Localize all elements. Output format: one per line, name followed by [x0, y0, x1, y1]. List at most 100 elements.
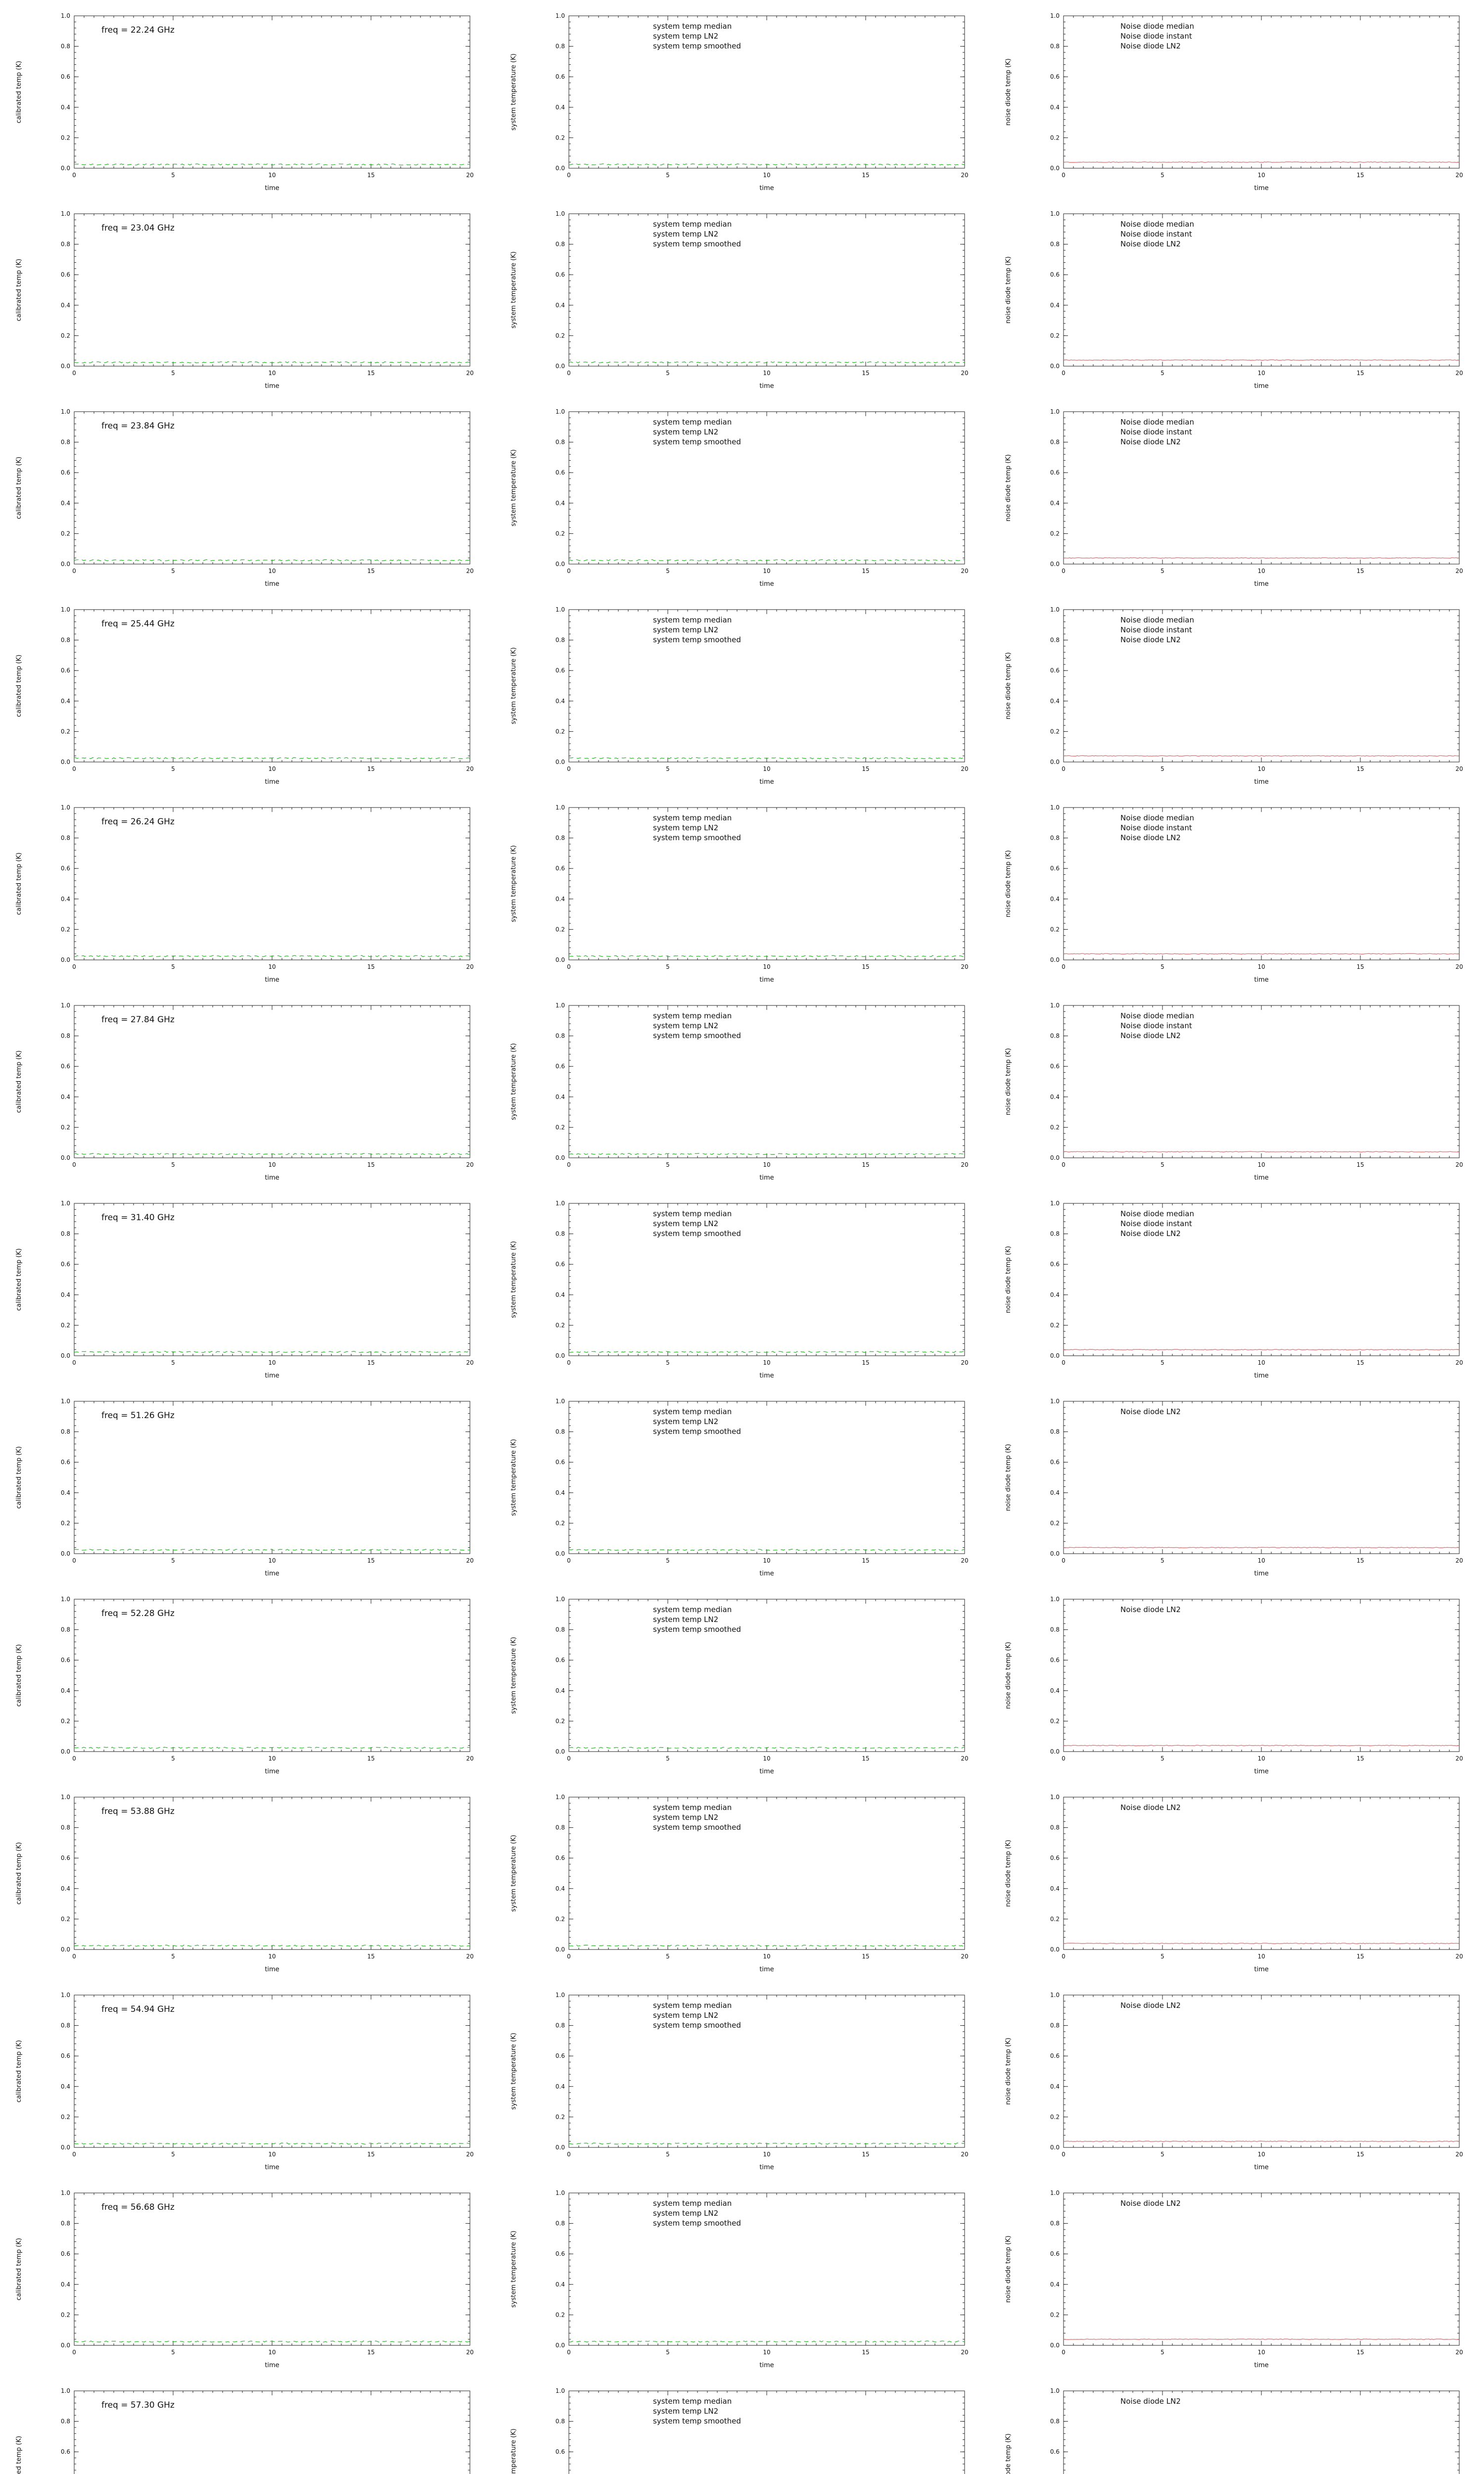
legend-entry: system temp median	[653, 220, 732, 229]
x-tick-label: 10	[1257, 1359, 1265, 1366]
y-tick-label: 0.4	[61, 1687, 70, 1694]
y-axis-label: noise diode temp (K)	[1005, 256, 1012, 324]
x-tick-label: 10	[268, 1359, 276, 1366]
x-axis-label: time	[265, 1768, 279, 1775]
data-series-smoothed-baseline	[74, 361, 470, 364]
x-tick-label: 20	[1455, 963, 1463, 970]
y-tick-label: 0.8	[61, 1231, 70, 1237]
x-tick-label: 0	[1062, 1557, 1066, 1564]
y-axis-label: system temperature (K)	[510, 647, 517, 724]
plot-frame	[74, 1203, 470, 1356]
y-tick-label: 0.2	[556, 332, 565, 339]
x-tick-label: 20	[1455, 1755, 1463, 1762]
y-tick-label: 0.0	[1050, 956, 1060, 963]
y-axis-label: system temperature (K)	[510, 53, 517, 131]
y-axis-label: noise diode temp (K)	[1005, 454, 1012, 522]
legend-entry: Noise diode LN2	[1120, 833, 1181, 842]
y-tick-label: 0.2	[556, 728, 565, 735]
x-tick-label: 20	[1455, 1161, 1463, 1168]
y-tick-label: 0.0	[556, 1154, 565, 1161]
x-tick-label: 10	[1257, 765, 1265, 772]
x-tick-label: 10	[1257, 963, 1265, 970]
plot-r1-c3: 0 5 10 15 20 0.0 0.2 0.4 0.6 0.8 1.0 time noise diod…	[1005, 12, 1463, 192]
y-tick-label: 0.4	[556, 1094, 565, 1100]
data-series-smoothed-baseline	[74, 1945, 470, 1947]
y-tick-label: 0.8	[1050, 43, 1060, 50]
x-tick-label: 20	[466, 765, 473, 772]
plot-frame	[74, 1401, 470, 1554]
y-tick-label: 1.0	[1050, 12, 1060, 19]
plot-frame	[74, 213, 470, 367]
y-tick-label: 0.2	[61, 1717, 70, 1724]
plot-cell-r3-c2: 0 5 10 15 20 0.0 0.2 0.4 0.6 0.8 1.0 time system tem…	[495, 396, 989, 594]
plot-cell-r1-c1: 0 5 10 15 20 0.0 0.2 0.4 0.6 0.8 1.0 time calibrated…	[0, 0, 495, 198]
y-tick-label: 0.6	[556, 73, 565, 80]
x-tick-label: 5	[171, 1557, 175, 1564]
x-tick-label: 5	[1160, 1359, 1164, 1366]
x-tick-label: 15	[367, 963, 374, 970]
plot-frame	[568, 609, 965, 762]
plot-cell-r5-c1: 0 5 10 15 20 0.0 0.2 0.4 0.6 0.8 1.0 time calibrated…	[0, 792, 495, 990]
legend-entry: Noise diode instant	[1120, 625, 1192, 634]
y-tick-label: 0.4	[1050, 698, 1060, 705]
y-tick-label: 0.8	[556, 439, 565, 446]
x-tick-label: 0	[567, 370, 571, 377]
y-tick-label: 0.6	[61, 271, 70, 278]
plot-r7-c3: 0 5 10 15 20 0.0 0.2 0.4 0.6 0.8 1.0 time noise diod…	[1005, 1200, 1463, 1380]
y-axis-label: calibrated temp (K)	[15, 655, 23, 717]
y-axis-label: calibrated temp (K)	[15, 853, 23, 915]
y-tick-label: 0.4	[556, 1489, 565, 1496]
y-tick-label: 0.2	[61, 1124, 70, 1131]
y-tick-label: 0.0	[1050, 561, 1060, 568]
legend-entry: Noise diode median	[1120, 1209, 1194, 1218]
plot-title: freq = 51.26 GHz	[101, 1411, 175, 1421]
y-axis-label: system temperature (K)	[510, 251, 517, 329]
legend-entry: system temp LN2	[653, 1615, 718, 1624]
x-tick-label: 5	[1160, 1161, 1164, 1168]
x-tick-label: 15	[1356, 172, 1364, 179]
y-tick-label: 0.8	[556, 637, 565, 644]
data-series-noise-diode-LN2	[1063, 1151, 1460, 1152]
y-tick-label: 0.2	[1050, 134, 1060, 141]
y-axis-label: calibrated temp (K)	[15, 61, 23, 123]
legend-entry: Noise diode median	[1120, 220, 1194, 229]
plot-r6-c3: 0 5 10 15 20 0.0 0.2 0.4 0.6 0.8 1.0 time noise diod…	[1005, 1002, 1463, 1182]
legend-entry: Noise diode LN2	[1120, 1031, 1181, 1040]
y-tick-label: 1.0	[1050, 1002, 1060, 1009]
plot-cell-r9-c2: 0 5 10 15 20 0.0 0.2 0.4 0.6 0.8 1.0 time system tem…	[495, 1583, 989, 1781]
data-series-system-temp-smoothed	[568, 757, 965, 760]
legend-entry: system temp smoothed	[653, 833, 741, 842]
x-tick-label: 0	[1062, 1161, 1066, 1168]
x-tick-label: 0	[567, 1161, 571, 1168]
x-axis-label: time	[759, 1174, 774, 1182]
y-tick-label: 0.8	[61, 1824, 70, 1831]
x-axis-label: time	[1254, 1372, 1268, 1380]
y-tick-label: 0.6	[556, 1657, 565, 1664]
y-tick-label: 0.4	[556, 302, 565, 309]
y-tick-label: 0.0	[61, 1550, 70, 1557]
y-tick-label: 0.8	[1050, 1033, 1060, 1040]
x-tick-label: 0	[567, 1359, 571, 1366]
x-tick-label: 5	[171, 765, 175, 772]
plot-r2-c3: 0 5 10 15 20 0.0 0.2 0.4 0.6 0.8 1.0 time noise diod…	[1005, 210, 1463, 390]
x-axis-label: time	[759, 1372, 774, 1380]
x-tick-label: 5	[666, 370, 670, 377]
x-tick-label: 15	[862, 963, 869, 970]
x-tick-label: 15	[862, 568, 869, 574]
plot-cell-r1-c2: 0 5 10 15 20 0.0 0.2 0.4 0.6 0.8 1.0 time system tem…	[495, 0, 989, 198]
x-tick-label: 15	[1356, 568, 1364, 574]
plot-r6-c2: 0 5 10 15 20 0.0 0.2 0.4 0.6 0.8 1.0 time system tem…	[510, 1002, 969, 1182]
y-tick-label: 0.6	[556, 469, 565, 476]
x-tick-label: 10	[763, 1953, 770, 1960]
legend-entry: system temp smoothed	[653, 239, 741, 248]
plot-cell-r3-c3: 0 5 10 15 20 0.0 0.2 0.4 0.6 0.8 1.0 time noise diod…	[989, 396, 1484, 594]
y-axis-label: noise diode temp (K)	[1005, 1048, 1012, 1115]
x-axis-label: time	[759, 976, 774, 984]
y-tick-label: 0.4	[61, 1885, 70, 1892]
legend-entry: Noise diode instant	[1120, 1219, 1192, 1228]
y-tick-label: 1.0	[556, 408, 565, 415]
y-tick-label: 1.0	[61, 1002, 70, 1009]
y-axis-label: system temperature (K)	[510, 1241, 517, 1318]
y-tick-label: 0.8	[556, 1626, 565, 1633]
